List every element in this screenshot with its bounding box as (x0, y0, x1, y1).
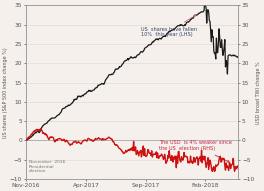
Text: November  2016
Presidential
election: November 2016 Presidential election (29, 160, 65, 173)
Y-axis label: USD broad TWI change %: USD broad TWI change % (256, 61, 261, 124)
Text: US  shares have fallen
10%  this year (LHS): US shares have fallen 10% this year (LHS… (141, 15, 197, 37)
Y-axis label: US shares (S&P 500 index change %): US shares (S&P 500 index change %) (3, 47, 8, 138)
Text: The USD  is 4% weaker since
the US  election (RHS): The USD is 4% weaker since the US electi… (159, 140, 233, 162)
